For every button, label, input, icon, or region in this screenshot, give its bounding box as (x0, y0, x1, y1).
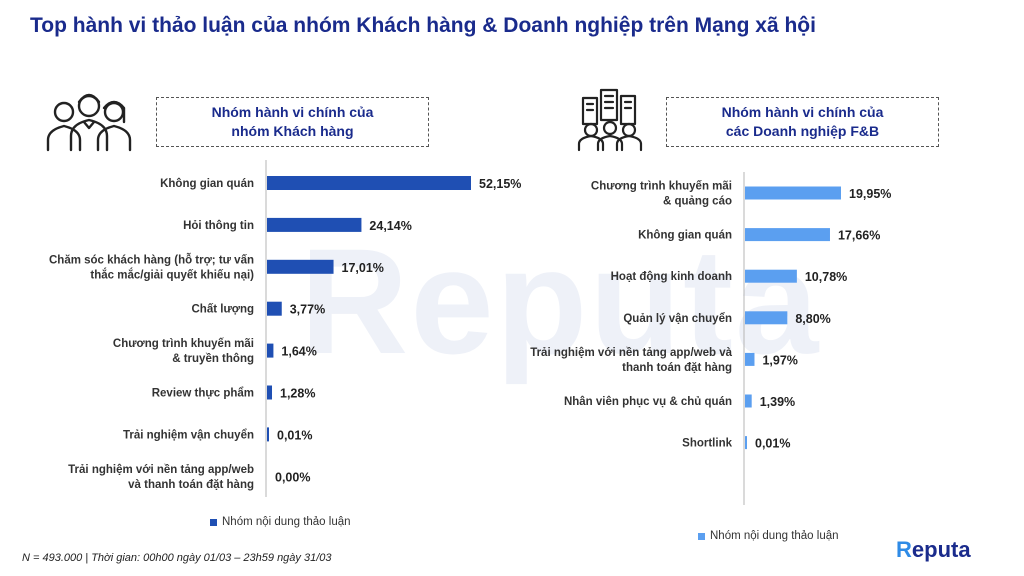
left-bar (267, 343, 274, 358)
right-data-label: 0,01% (755, 437, 790, 451)
right-category-label: Shortlink (682, 438, 732, 450)
left-group-title: Nhóm hành vi chính của nhóm Khách hàng (156, 97, 429, 147)
right-category-label: Hoạt động kinh doanh (611, 271, 732, 283)
right-category-label: Trải nghiệm với nền tảng app/web và (530, 347, 732, 359)
left-bar (267, 385, 273, 400)
left-category-label: & truyền thông (172, 353, 254, 365)
right-bar (745, 311, 788, 325)
right-bar (745, 352, 755, 366)
right-legend: Nhóm nội dung thảo luận (698, 530, 839, 542)
right-category-label: Nhân viên phục vụ & chủ quán (564, 396, 732, 408)
right-category-label: Quản lý vận chuyển (623, 313, 732, 325)
right-data-label: 1,97% (762, 353, 797, 367)
right-data-label: 8,80% (795, 312, 830, 326)
left-bar (267, 259, 334, 274)
right-category-label: Không gian quán (638, 230, 732, 242)
right-bar (745, 269, 797, 283)
left-category-label: Chăm sóc khách hàng (hỗ trợ; tư vấn (49, 253, 254, 266)
left-category-label: Chương trình khuyến mãi (113, 338, 254, 350)
right-category-label: Chương trình khuyến mãi (591, 181, 732, 193)
right-bar (745, 228, 830, 242)
right-category-label: thanh toán đặt hàng (622, 362, 732, 374)
page-title: Top hành vi thảo luận của nhóm Khách hàn… (30, 14, 816, 37)
left-bar (267, 427, 269, 442)
left-category-label: Chất lượng (192, 304, 255, 316)
left-data-label: 1,64% (281, 345, 316, 359)
right-category-label: & quảng cáo (663, 196, 732, 208)
left-category-label: Review thực phẩm (152, 388, 254, 400)
left-legend-label: Nhóm nội dung thảo luận (222, 516, 351, 528)
left-data-label: 52,15% (479, 177, 521, 191)
people-group-icon (44, 90, 134, 157)
right-data-label: 17,66% (838, 229, 880, 243)
left-bar (267, 301, 282, 316)
left-data-label: 0,00% (275, 470, 310, 484)
left-data-label: 1,28% (280, 387, 315, 401)
left-bar (267, 176, 471, 190)
left-category-label: Trải nghiệm với nền tảng app/web (68, 464, 254, 476)
right-data-label: 10,78% (805, 270, 847, 284)
left-legend: Nhóm nội dung thảo luận (210, 516, 351, 528)
left-data-label: 3,77% (290, 303, 325, 317)
left-legend-swatch (210, 518, 217, 526)
left-category-label: Trải nghiệm vận chuyển (123, 429, 254, 441)
right-legend-swatch (698, 532, 705, 540)
right-bar (745, 436, 747, 450)
watermark: Reputa (300, 217, 821, 385)
right-group-title: Nhóm hành vi chính của các Doanh nghiệp … (666, 97, 939, 147)
left-category-label: và thanh toán đặt hàng (128, 479, 254, 491)
left-bar (267, 217, 362, 232)
right-bar (745, 394, 752, 408)
right-legend-label: Nhóm nội dung thảo luận (710, 530, 839, 542)
business-people-buildings-icon (575, 88, 645, 157)
right-data-label: 19,95% (849, 187, 891, 201)
left-category-label: Hỏi thông tin (183, 220, 254, 232)
left-category-label: thắc mắc/giải quyết khiếu nại) (90, 268, 254, 281)
left-data-label: 0,01% (277, 428, 312, 442)
brand-logo: Reputa (896, 537, 971, 562)
left-data-label: 24,14% (369, 219, 411, 233)
left-category-label: Không gian quán (160, 178, 254, 190)
right-data-label: 1,39% (760, 395, 795, 409)
left-data-label: 17,01% (342, 261, 384, 275)
footnote: N = 493.000 | Thời gian: 00h00 ngày 01/0… (22, 552, 332, 564)
right-bar (745, 186, 841, 200)
